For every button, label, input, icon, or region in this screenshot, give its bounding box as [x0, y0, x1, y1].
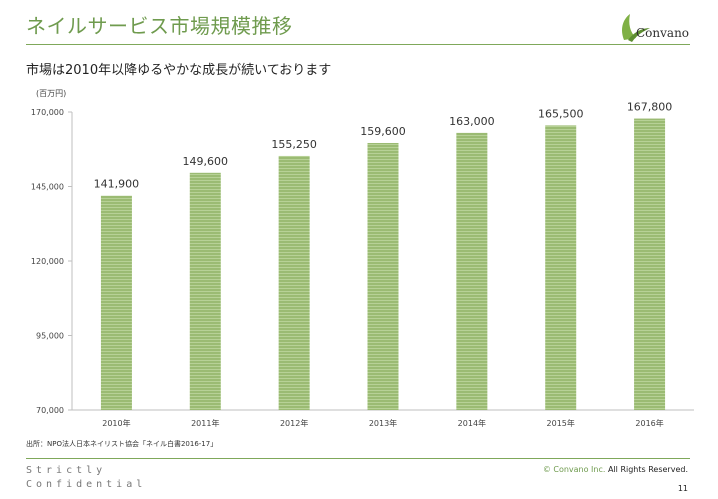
subtitle: 市場は2010年以降ゆるやかな成長が続いております — [26, 63, 332, 78]
x-tick-label: 2010年 — [102, 418, 130, 428]
copyright-brand: Convano Inc. — [553, 465, 606, 474]
copyright: © Convano Inc. All Rights Reserved. — [543, 465, 688, 474]
copyright-symbol: © — [542, 465, 551, 474]
bar-value-label: 155,250 — [271, 138, 317, 151]
x-tick-label: 2014年 — [458, 418, 486, 428]
confidential-mark: Strictly Confidential — [26, 464, 146, 492]
y-tick-label: 70,000 — [36, 406, 64, 415]
y-axis-unit: (百万円) — [36, 89, 67, 98]
bar-2012年 — [278, 155, 310, 410]
bar-value-label: 167,800 — [627, 101, 673, 114]
x-tick-label: 2011年 — [191, 418, 219, 428]
bar-2010年 — [100, 195, 132, 410]
bar-value-label: 165,500 — [538, 107, 584, 120]
y-tick-label: 95,000 — [36, 332, 64, 341]
bar-value-label: 163,000 — [449, 115, 495, 128]
x-tick-label: 2013年 — [369, 418, 397, 428]
bar-2013年 — [367, 142, 399, 410]
page-title: ネイルサービス市場規模推移 — [26, 14, 293, 38]
confidential-line-2: Confidential — [26, 479, 147, 490]
bar-2015年 — [545, 125, 577, 410]
bar-2016年 — [634, 118, 666, 410]
logo-text: Convano — [636, 26, 690, 40]
source-note: 出所：NPO法人日本ネイリスト協会「ネイル白書2016-17」 — [26, 440, 218, 448]
y-tick-label: 170,000 — [31, 108, 64, 117]
confidential-line-1: Strictly — [26, 465, 107, 476]
bar-2011年 — [189, 172, 221, 410]
x-tick-label: 2012年 — [280, 418, 308, 428]
y-tick-label: 120,000 — [31, 257, 64, 266]
bar-value-label: 141,900 — [94, 178, 140, 191]
footer-divider — [26, 458, 690, 459]
copyright-rest: All Rights Reserved. — [607, 465, 688, 474]
page-number: 11 — [677, 484, 688, 493]
x-tick-label: 2015年 — [547, 418, 575, 428]
bar-value-label: 149,600 — [183, 155, 229, 168]
y-tick-label: 145,000 — [31, 183, 64, 192]
x-tick-label: 2016年 — [635, 418, 663, 428]
bar-value-label: 159,600 — [360, 125, 406, 138]
bar-2014年 — [456, 132, 488, 411]
title-divider — [26, 44, 690, 45]
convano-logo-icon — [622, 14, 650, 42]
